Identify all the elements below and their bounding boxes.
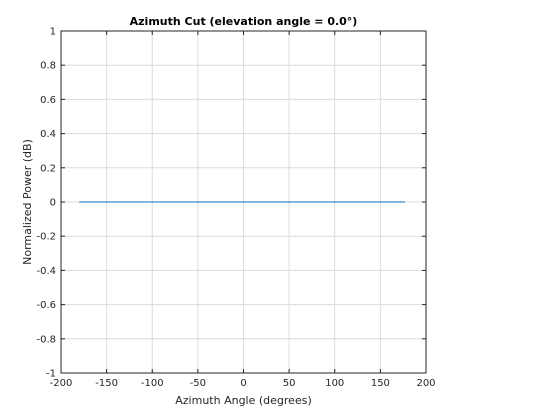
- x-tick-label: -150: [95, 378, 118, 389]
- x-tick-label: 150: [371, 378, 390, 389]
- x-tick-label: 200: [416, 378, 435, 389]
- y-tick-label: 0.8: [40, 61, 56, 72]
- y-tick-label: -0.4: [36, 266, 56, 277]
- y-tick-label: 0: [50, 198, 56, 209]
- y-axis-label: Normalized Power (dB): [21, 139, 34, 265]
- y-tick-label: 0.6: [40, 95, 56, 106]
- y-tick-label: 0.4: [40, 129, 56, 140]
- x-tick-label: 100: [325, 378, 344, 389]
- y-tick-label: 1: [50, 27, 56, 38]
- y-tick-label: -1: [46, 369, 56, 380]
- y-tick-labels: -1 -0.8 -0.6 -0.4 -0.2 0 0.2 0.4 0.6 0.8 1: [36, 27, 56, 380]
- x-tick-labels: -200 -150 -100 -50 0 50 100 150 200: [50, 378, 436, 389]
- chart-title: Azimuth Cut (elevation angle = 0.0°): [130, 15, 358, 28]
- y-tick-label: -0.2: [36, 232, 56, 243]
- y-tick-label: 0.2: [40, 163, 56, 174]
- x-tick-label: -100: [141, 378, 164, 389]
- x-axis-label: Azimuth Angle (degrees): [175, 394, 312, 407]
- x-tick-label: -50: [190, 378, 206, 389]
- x-tick-label: 0: [240, 378, 246, 389]
- y-tick-label: -0.8: [36, 334, 56, 345]
- x-tick-label: 50: [283, 378, 296, 389]
- tick-marks: [60, 30, 427, 374]
- y-tick-label: -0.6: [36, 300, 56, 311]
- x-tick-label: -200: [50, 378, 73, 389]
